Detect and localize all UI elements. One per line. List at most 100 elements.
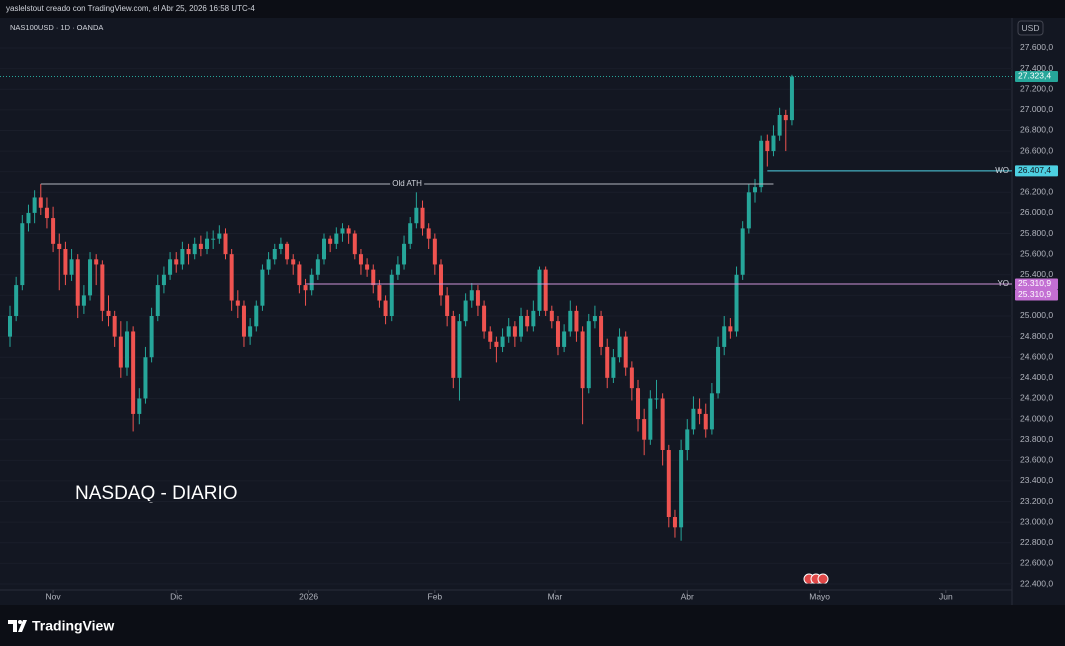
candle-body [592, 315, 597, 322]
y-tick-label: 23.800,0 [1020, 434, 1053, 444]
candle-body [531, 310, 536, 327]
candle-body [777, 114, 782, 136]
candle-body [241, 305, 246, 337]
x-tick-label: Feb [428, 591, 443, 601]
y-tick-label: 22.400,0 [1020, 578, 1053, 588]
attribution: yaslelstout creado con TradingView.com, … [6, 4, 255, 13]
candle-body [488, 331, 493, 342]
candle-body [223, 233, 228, 255]
candle-body [722, 326, 727, 347]
y-tick-label: 22.800,0 [1020, 537, 1053, 547]
currency-button[interactable] [1017, 20, 1044, 36]
candle-body [525, 315, 530, 327]
event-icons[interactable] [803, 573, 829, 585]
candle-body [161, 274, 166, 286]
candle-body [32, 197, 37, 213]
candle-body [451, 315, 456, 378]
candle-body [371, 269, 376, 286]
candle-body [81, 295, 86, 306]
candle-body [322, 238, 327, 260]
candle-body [180, 248, 185, 265]
price-tag [1015, 70, 1058, 82]
y-tick-label: 23.200,0 [1020, 496, 1053, 506]
candle-body [377, 285, 382, 301]
price-tag [1015, 278, 1058, 290]
candle-body [303, 285, 308, 291]
y-tick-label: 25.400,0 [1020, 269, 1053, 279]
candle-body [642, 419, 647, 440]
y-tick-label: 25.800,0 [1020, 228, 1053, 238]
candle-body [254, 305, 259, 327]
candle-body [716, 346, 721, 394]
candle-body [229, 254, 234, 301]
candle-body [340, 228, 345, 234]
price-tag [1015, 165, 1058, 177]
y-tick-label: 24.600,0 [1020, 351, 1053, 361]
candle-body [309, 274, 314, 291]
candle-body [617, 336, 622, 358]
candle-body [278, 243, 283, 249]
candle-body [100, 264, 105, 311]
y-tick-label: 25.600,0 [1020, 248, 1053, 258]
candle-body [783, 114, 788, 121]
candle-body [697, 408, 702, 414]
candle-body [124, 331, 129, 368]
candle-body [137, 398, 142, 414]
candle-body [709, 393, 714, 430]
candle-body [272, 248, 277, 260]
candle-body [14, 285, 19, 316]
y-tick-label: 23.000,0 [1020, 516, 1053, 526]
candle-body [205, 238, 210, 249]
candle-body [88, 259, 93, 296]
brand-logo [8, 620, 27, 632]
candle-body [346, 228, 351, 234]
candle-body [469, 290, 474, 301]
candle-body [198, 243, 203, 249]
candle-body [402, 243, 407, 265]
y-tick-label: 26.600,0 [1020, 145, 1053, 155]
candle-body [266, 259, 271, 270]
candle-body [131, 331, 136, 414]
candle-body [457, 321, 462, 378]
candle-body [654, 398, 659, 400]
price-tag-label: 25.310,9 [1018, 289, 1051, 299]
x-tick-label: Mayo [809, 591, 830, 601]
candle-body [555, 321, 560, 347]
currency[interactable]: USD [1022, 23, 1040, 33]
candle-body [315, 259, 320, 275]
candle-body [352, 233, 357, 255]
candle-body [685, 429, 690, 451]
brand: TradingView [32, 618, 114, 634]
y-tick-label: 24.800,0 [1020, 331, 1053, 341]
candle-body [703, 413, 708, 430]
candle-body [414, 207, 419, 224]
candle-body [629, 367, 634, 389]
candle-body [752, 187, 757, 193]
candle-body [691, 408, 696, 430]
symbol: NAS100USD · 1D · OANDA [10, 23, 103, 32]
candle-body [75, 259, 80, 306]
candle-body [568, 310, 573, 332]
candle-body [512, 326, 517, 337]
candle-body [759, 140, 764, 188]
candle-body [648, 398, 653, 440]
candle-body [291, 259, 296, 265]
candle-body [537, 269, 542, 311]
candle-body [118, 336, 123, 368]
level-label-bg [390, 179, 425, 190]
y-tick-label: 23.600,0 [1020, 455, 1053, 465]
y-tick-label: 27.400,0 [1020, 63, 1053, 73]
price-tag-label: 25.310,9 [1018, 278, 1051, 288]
candle-body [771, 135, 776, 152]
candle-body [463, 300, 468, 322]
candle-body [432, 238, 437, 265]
x-tick-label: 2026 [299, 591, 318, 601]
candle-body [155, 285, 160, 316]
event-icon[interactable] [817, 573, 829, 585]
y-tick-label: 24.000,0 [1020, 413, 1053, 423]
candle-body [549, 310, 554, 322]
candle-body [285, 243, 290, 260]
y-tick-label: 26.200,0 [1020, 187, 1053, 197]
